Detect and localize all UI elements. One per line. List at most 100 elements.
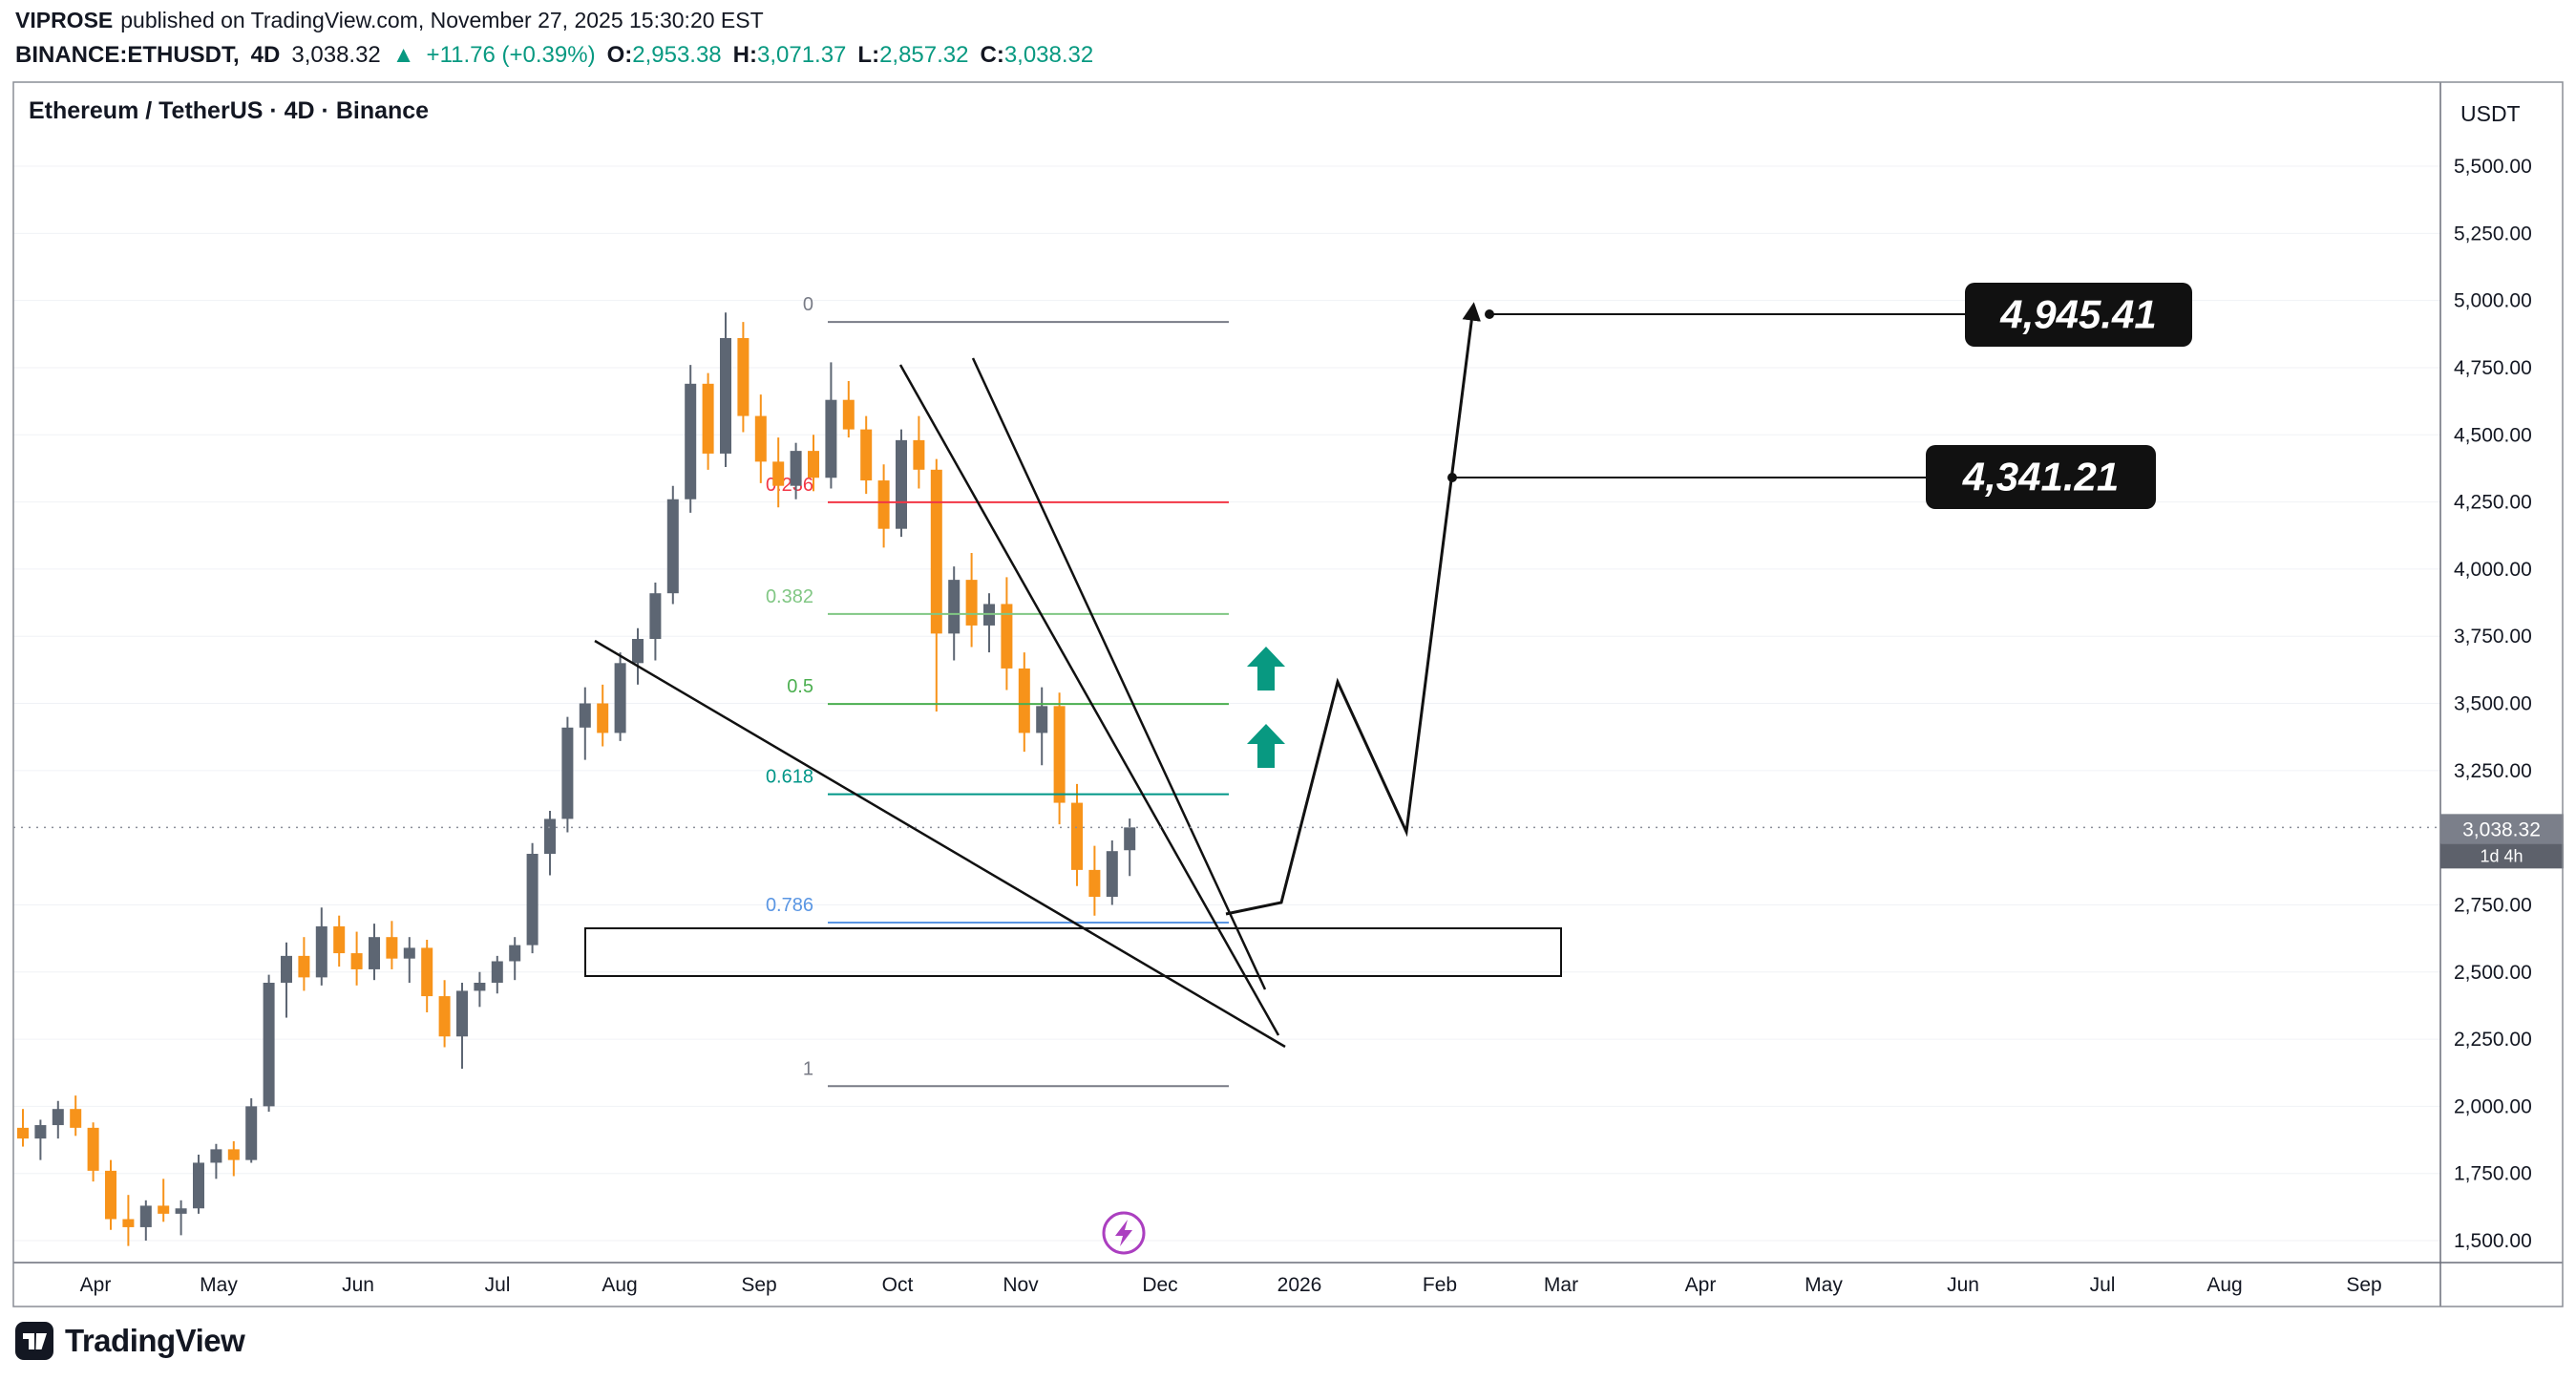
candle-up (825, 399, 837, 478)
y-axis-tick[interactable]: 1,500.00 (2454, 1230, 2532, 1252)
low-label: L: (857, 42, 880, 68)
price-target-label[interactable] (1965, 283, 2192, 347)
y-axis-tick[interactable]: 3,750.00 (2454, 626, 2532, 648)
fib-label-1: 1 (803, 1058, 813, 1079)
candle-up (579, 703, 591, 728)
lightning-bolt-icon (1115, 1220, 1132, 1246)
symbol-name[interactable]: BINANCE:ETHUSDT, (15, 42, 240, 68)
candle-down (930, 469, 942, 634)
candle-down (808, 451, 819, 478)
x-axis-tick[interactable]: Jul (485, 1274, 511, 1296)
candle-up (896, 439, 907, 529)
publish-header: VIPROSE published on TradingView.com, Nov… (15, 8, 764, 33)
candle-down (702, 383, 714, 454)
currency-label: USDT (2460, 101, 2521, 126)
y-axis-tick[interactable]: 5,500.00 (2454, 156, 2532, 178)
y-axis-tick[interactable]: 3,250.00 (2454, 760, 2532, 782)
candle-down (158, 1205, 170, 1214)
tradingview-attribution[interactable]: TradingView (15, 1322, 245, 1360)
candle-down (105, 1170, 116, 1220)
countdown-tag (2440, 843, 2564, 869)
price-target-text: 4,945.41 (1999, 292, 2157, 337)
x-axis-tick[interactable]: Aug (602, 1274, 637, 1296)
candle-down (298, 955, 310, 978)
x-axis-tick[interactable]: Apr (1685, 1274, 1717, 1296)
candle-up (263, 983, 275, 1107)
projection-path[interactable] (1225, 302, 1481, 916)
y-axis-tick[interactable]: 1,750.00 (2454, 1163, 2532, 1185)
candle-up (281, 955, 292, 983)
y-axis-tick[interactable]: 3,500.00 (2454, 693, 2532, 715)
candle-up (403, 947, 415, 959)
candle-down (350, 953, 363, 969)
current-price-tag (2440, 814, 2564, 844)
tradingview-logo-icon (15, 1322, 53, 1360)
y-axis-tick[interactable]: 2,000.00 (2454, 1095, 2532, 1117)
x-axis-tick[interactable]: Jul (2090, 1274, 2116, 1296)
y-axis-tick[interactable]: 2,750.00 (2454, 894, 2532, 916)
fib-label-0.382: 0.382 (766, 586, 813, 607)
candle-down (1071, 802, 1083, 870)
y-axis-tick[interactable]: 4,500.00 (2454, 424, 2532, 446)
candle-down (1001, 604, 1013, 669)
candle-down (860, 429, 873, 481)
candle-down (877, 480, 890, 529)
y-axis-tick[interactable]: 2,250.00 (2454, 1029, 2532, 1051)
candle-up (614, 663, 626, 733)
interval-label[interactable]: 4D (250, 42, 281, 68)
low-value: 2,857.32 (879, 42, 969, 68)
candle-down (386, 937, 398, 959)
x-axis-tick[interactable]: Oct (882, 1274, 914, 1296)
x-axis-tick[interactable]: Jun (1947, 1274, 1979, 1296)
y-axis-tick[interactable]: 5,000.00 (2454, 290, 2532, 312)
x-axis-tick[interactable]: Jun (342, 1274, 374, 1296)
x-axis-tick[interactable]: Aug (2206, 1274, 2242, 1296)
x-axis-tick[interactable]: Feb (1423, 1274, 1457, 1296)
candle-up (210, 1149, 222, 1163)
close-value: 3,038.32 (1003, 42, 1094, 68)
ohlc-close: C:3,038.32 (980, 42, 1093, 69)
chart-title: Ethereum / TetherUS · 4D · Binance (29, 97, 430, 124)
x-axis-tick[interactable]: Dec (1142, 1274, 1177, 1296)
y-axis-tick[interactable]: 2,500.00 (2454, 962, 2532, 984)
candle-up (561, 727, 574, 819)
ohlc-low: L:2,857.32 (857, 42, 968, 69)
y-axis-tick[interactable]: 4,250.00 (2454, 492, 2532, 514)
price-target-label[interactable] (1926, 445, 2156, 509)
x-axis-tick[interactable]: Apr (80, 1274, 112, 1296)
candle-down (70, 1109, 82, 1128)
x-axis-tick[interactable]: Sep (2346, 1274, 2381, 1296)
x-axis-tick[interactable]: May (1805, 1274, 1843, 1296)
candle-up (245, 1106, 258, 1160)
open-value: 2,953.38 (632, 42, 722, 68)
candle-down (737, 338, 750, 416)
trendline[interactable] (898, 364, 1280, 1036)
candle-up (34, 1125, 47, 1139)
y-axis-tick[interactable]: 5,250.00 (2454, 223, 2532, 244)
y-axis-tick[interactable]: 4,750.00 (2454, 357, 2532, 379)
candle-down (913, 439, 925, 470)
up-arrow-icon[interactable] (1247, 724, 1285, 768)
open-label: O: (606, 42, 633, 68)
candle-down (438, 996, 451, 1037)
trendline[interactable] (971, 357, 1267, 990)
x-axis-tick[interactable]: 2026 (1277, 1274, 1322, 1296)
support-zone-box[interactable] (584, 927, 1562, 977)
high-value: 3,071.37 (756, 42, 847, 68)
candle-up (720, 338, 731, 454)
candle-up (491, 961, 503, 983)
x-axis-tick[interactable]: Nov (1003, 1274, 1039, 1296)
y-axis-tick[interactable]: 4,000.00 (2454, 559, 2532, 581)
candle-down (1018, 668, 1030, 733)
change-up-icon: ▲ (391, 42, 415, 68)
fib-label-0.618: 0.618 (766, 767, 813, 788)
boost-circle-icon[interactable] (1102, 1211, 1146, 1255)
trendline[interactable] (594, 639, 1286, 1049)
fib-label-0.5: 0.5 (787, 676, 813, 697)
up-arrow-icon[interactable] (1247, 647, 1285, 690)
candle-down (1088, 869, 1101, 897)
x-axis-tick[interactable]: Sep (741, 1274, 776, 1296)
x-axis-tick[interactable]: Mar (1544, 1274, 1578, 1296)
x-axis-tick[interactable]: May (200, 1274, 238, 1296)
